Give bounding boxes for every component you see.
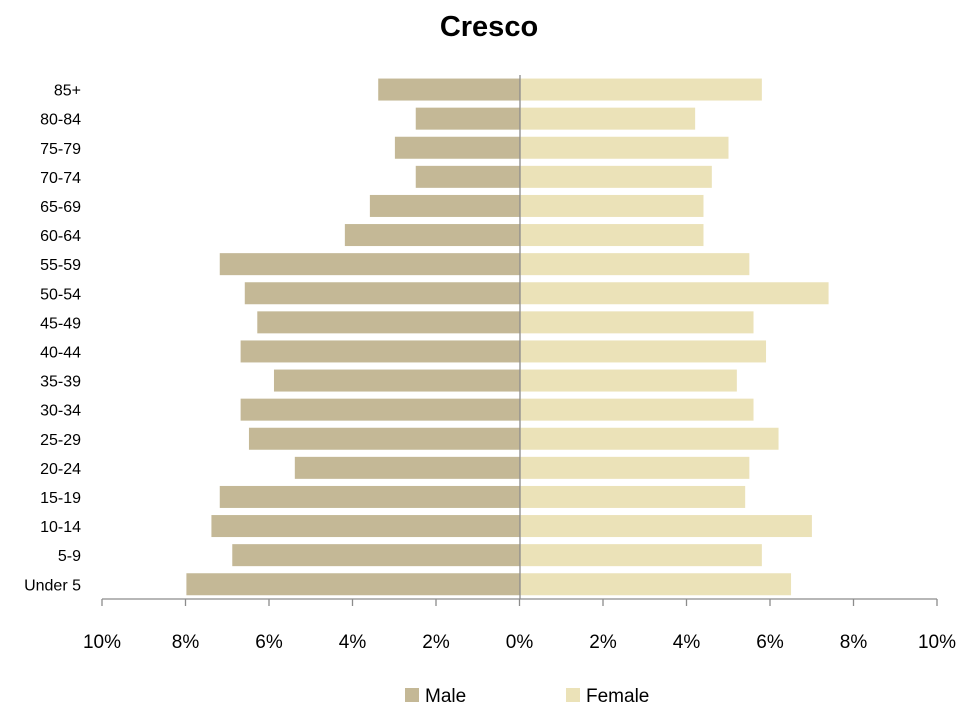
bar-female-70-74: [520, 165, 712, 188]
category-label: 10-14: [40, 519, 81, 536]
bar-male-70-74: [415, 165, 520, 188]
chart-title: Cresco: [440, 11, 538, 43]
bar-male-75-79: [394, 136, 520, 159]
category-label: 15-19: [40, 490, 81, 507]
bar-male-35-39: [273, 369, 520, 392]
category-label: 45-49: [40, 315, 81, 332]
bar-female-20-24: [520, 456, 750, 479]
category-label: 35-39: [40, 374, 81, 391]
bar-male-60-64: [344, 224, 520, 247]
category-label: 30-34: [40, 403, 81, 420]
category-label: 80-84: [40, 112, 81, 129]
bar-male-55-59: [219, 253, 520, 276]
category-label: 60-64: [40, 228, 81, 245]
bar-female-65-69: [520, 194, 704, 217]
category-label: 5-9: [58, 548, 81, 565]
x-tick-label: 2%: [589, 632, 617, 653]
x-tick-label: 6%: [255, 632, 283, 653]
category-label: 70-74: [40, 170, 81, 187]
x-tick-label: 0%: [506, 632, 534, 653]
x-tick-label: 4%: [339, 632, 367, 653]
bar-male-80-84: [415, 107, 520, 130]
bar-male-15-19: [219, 485, 520, 508]
legend-swatch-female: [566, 688, 580, 702]
bar-female-45-49: [520, 311, 754, 334]
bar-male-10-14: [211, 515, 521, 538]
bar-female-5-9: [520, 544, 762, 567]
bar-male-25-29: [248, 427, 520, 450]
category-label: 40-44: [40, 344, 81, 361]
bar-female-40-44: [520, 340, 767, 363]
bar-male-65-69: [369, 194, 520, 217]
category-label: 85+: [54, 83, 81, 100]
bar-female-75-79: [520, 136, 729, 159]
bar-male-20-24: [294, 456, 520, 479]
category-label: 25-29: [40, 432, 81, 449]
bar-female-25-29: [520, 427, 779, 450]
bar-female-80-84: [520, 107, 696, 130]
x-tick-label: 8%: [840, 632, 868, 653]
legend-swatch-male: [405, 688, 419, 702]
bar-male-5-9: [232, 544, 520, 567]
category-label: 55-59: [40, 257, 81, 274]
bar-male-40-44: [240, 340, 521, 363]
bar-male-30-34: [240, 398, 521, 421]
bar-female-35-39: [520, 369, 737, 392]
bar-male-45-49: [257, 311, 520, 334]
x-tick-label: 2%: [422, 632, 450, 653]
x-tick-label: 6%: [756, 632, 784, 653]
bar-female-10-14: [520, 515, 812, 538]
axes-group: Under 5 5-9 10-14 15-19 20-24 25-29 30-34 35-39…: [24, 75, 956, 653]
bar-female-15-19: [520, 485, 746, 508]
category-label: Under 5: [24, 577, 81, 594]
legend-label-female: Female: [586, 686, 649, 707]
bar-female-60-64: [520, 224, 704, 247]
legend: Male Female: [405, 686, 649, 707]
bar-male-under-5: [186, 573, 520, 596]
bar-male-85+: [378, 78, 520, 101]
category-label: 65-69: [40, 199, 81, 216]
bar-male-50-54: [244, 282, 520, 305]
x-tick-label: 4%: [673, 632, 701, 653]
category-label: 50-54: [40, 286, 81, 303]
bars-group: [186, 78, 829, 596]
x-tick-label: 10%: [918, 632, 956, 653]
bar-female-85+: [520, 78, 762, 101]
x-tick-label: 10%: [83, 632, 121, 653]
category-label: 75-79: [40, 141, 81, 158]
legend-label-male: Male: [425, 686, 466, 707]
x-tick-label: 8%: [172, 632, 200, 653]
bar-female-under-5: [520, 573, 792, 596]
bar-female-55-59: [520, 253, 750, 276]
bar-female-50-54: [520, 282, 829, 305]
bar-female-30-34: [520, 398, 754, 421]
category-label: 20-24: [40, 461, 81, 478]
